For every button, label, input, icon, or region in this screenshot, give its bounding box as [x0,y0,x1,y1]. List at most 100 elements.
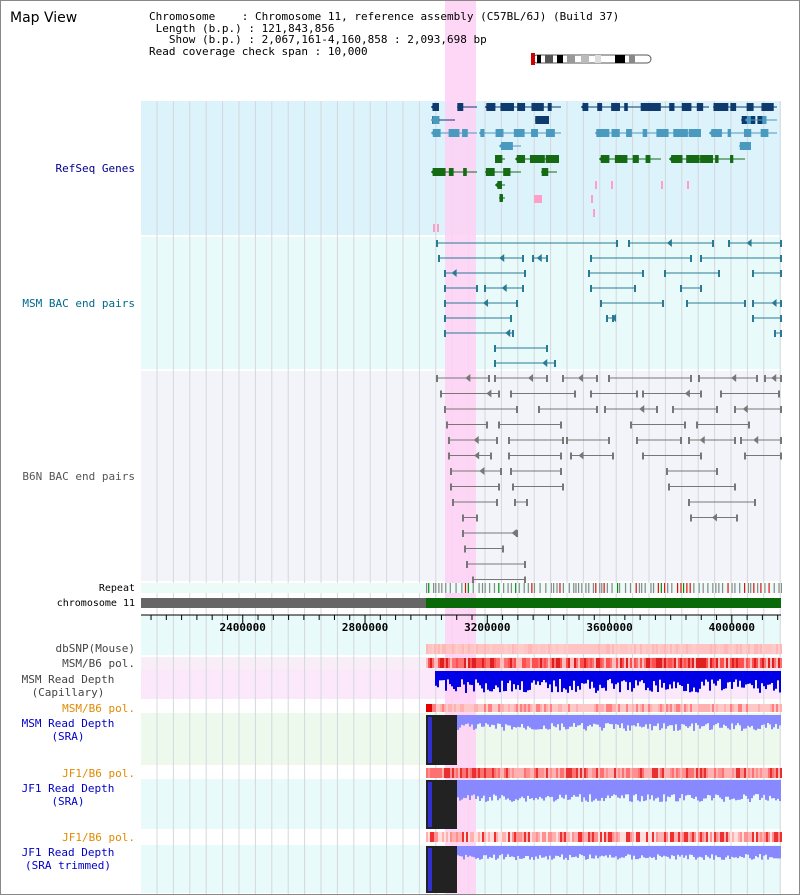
strip-segment [622,658,624,668]
strip-segment [530,768,532,778]
depth-bar [739,846,741,857]
repeat-mark [635,583,637,593]
strip-segment [682,658,684,668]
strip-segment [708,704,710,712]
depth-bar [717,715,719,724]
strip-segment [436,768,438,778]
strip-segment [646,832,648,842]
repeat-mark [533,583,536,593]
strip-segment [750,832,752,842]
strip-segment [500,832,502,842]
gene-exon [727,129,731,137]
strip-segment [588,832,590,842]
depth-bar [595,715,597,725]
depth-bar [521,846,523,859]
strip-segment [668,832,670,842]
depth-bar [493,715,495,726]
strip-segment [490,644,492,654]
bac-end-right [476,285,478,292]
depth-bar [633,715,635,726]
strip-segment [476,658,478,668]
strip-segment [448,658,450,668]
strip-segment [696,658,698,668]
depth-bar [551,715,553,724]
depth-bar [605,780,607,799]
strip-segment [564,832,566,842]
strip-segment [720,832,722,842]
depth-bar [757,715,759,729]
depth-bar [629,846,631,855]
strip-segment [674,768,676,778]
strip-segment [574,832,576,842]
depth-bar [597,671,599,691]
strip-segment [668,704,670,712]
depth-bar [611,715,613,725]
depth-bar [571,715,573,727]
strip-segment [640,768,642,778]
depth-bar [511,780,513,802]
strip-segment [656,658,658,668]
depth-bar [677,846,679,855]
strip-segment [754,832,756,842]
strip-segment [694,832,696,842]
depth-bar [743,846,745,858]
strip-segment [572,768,574,778]
strip-segment [438,768,440,778]
strip-segment [770,832,772,842]
depth-bar [547,715,549,730]
strip-segment [442,704,444,712]
strip-segment [706,704,708,712]
strip-segment [594,768,596,778]
chromosome-ideogram[interactable] [529,53,653,65]
depth-bar [665,671,667,690]
depth-bar [609,671,611,680]
bac-end-arrow [528,374,534,382]
strip-segment [510,768,512,778]
bac-end-right [712,240,714,247]
strip-segment [536,768,538,778]
strip-segment [562,644,564,654]
strip-segment [456,832,458,842]
depth-bar [679,715,681,730]
depth-bar [753,846,755,859]
depth-bar [473,671,475,692]
strip-segment [778,768,780,778]
gene-exon [547,103,552,111]
depth-bar [713,846,715,860]
depth-bar [733,715,735,730]
depth-bar [551,780,553,797]
strip-segment [746,704,748,712]
strip-segment [676,768,678,778]
strip-segment [558,658,560,668]
repeat-mark [689,583,691,593]
depth-bar [561,846,563,855]
strip-segment [572,832,574,842]
strip-segment [466,658,468,668]
depth-bar [641,715,643,728]
depth-bar [613,846,615,858]
repeat-mark [478,583,480,593]
depth-bar [537,715,539,730]
strip-segment [514,658,516,668]
strip-segment [624,832,626,842]
depth-bar [767,715,769,724]
strip-segment [596,768,598,778]
depth-bar [583,846,585,857]
bac-end-left [510,468,512,475]
depth-bar [595,846,597,856]
strip-segment [744,768,746,778]
depth-bar [629,780,631,802]
strip-segment [630,658,632,668]
bac-end-left [698,375,700,382]
depth-bar [705,780,707,799]
strip-segment [688,658,690,668]
bac-end-right [524,270,526,277]
strip-segment [670,832,672,842]
depth-bar [549,846,551,856]
strip-segment [534,768,536,778]
depth-bar [467,671,469,683]
strip-segment [730,832,732,842]
bac-end-right [562,483,564,491]
depth-bar [751,780,753,799]
